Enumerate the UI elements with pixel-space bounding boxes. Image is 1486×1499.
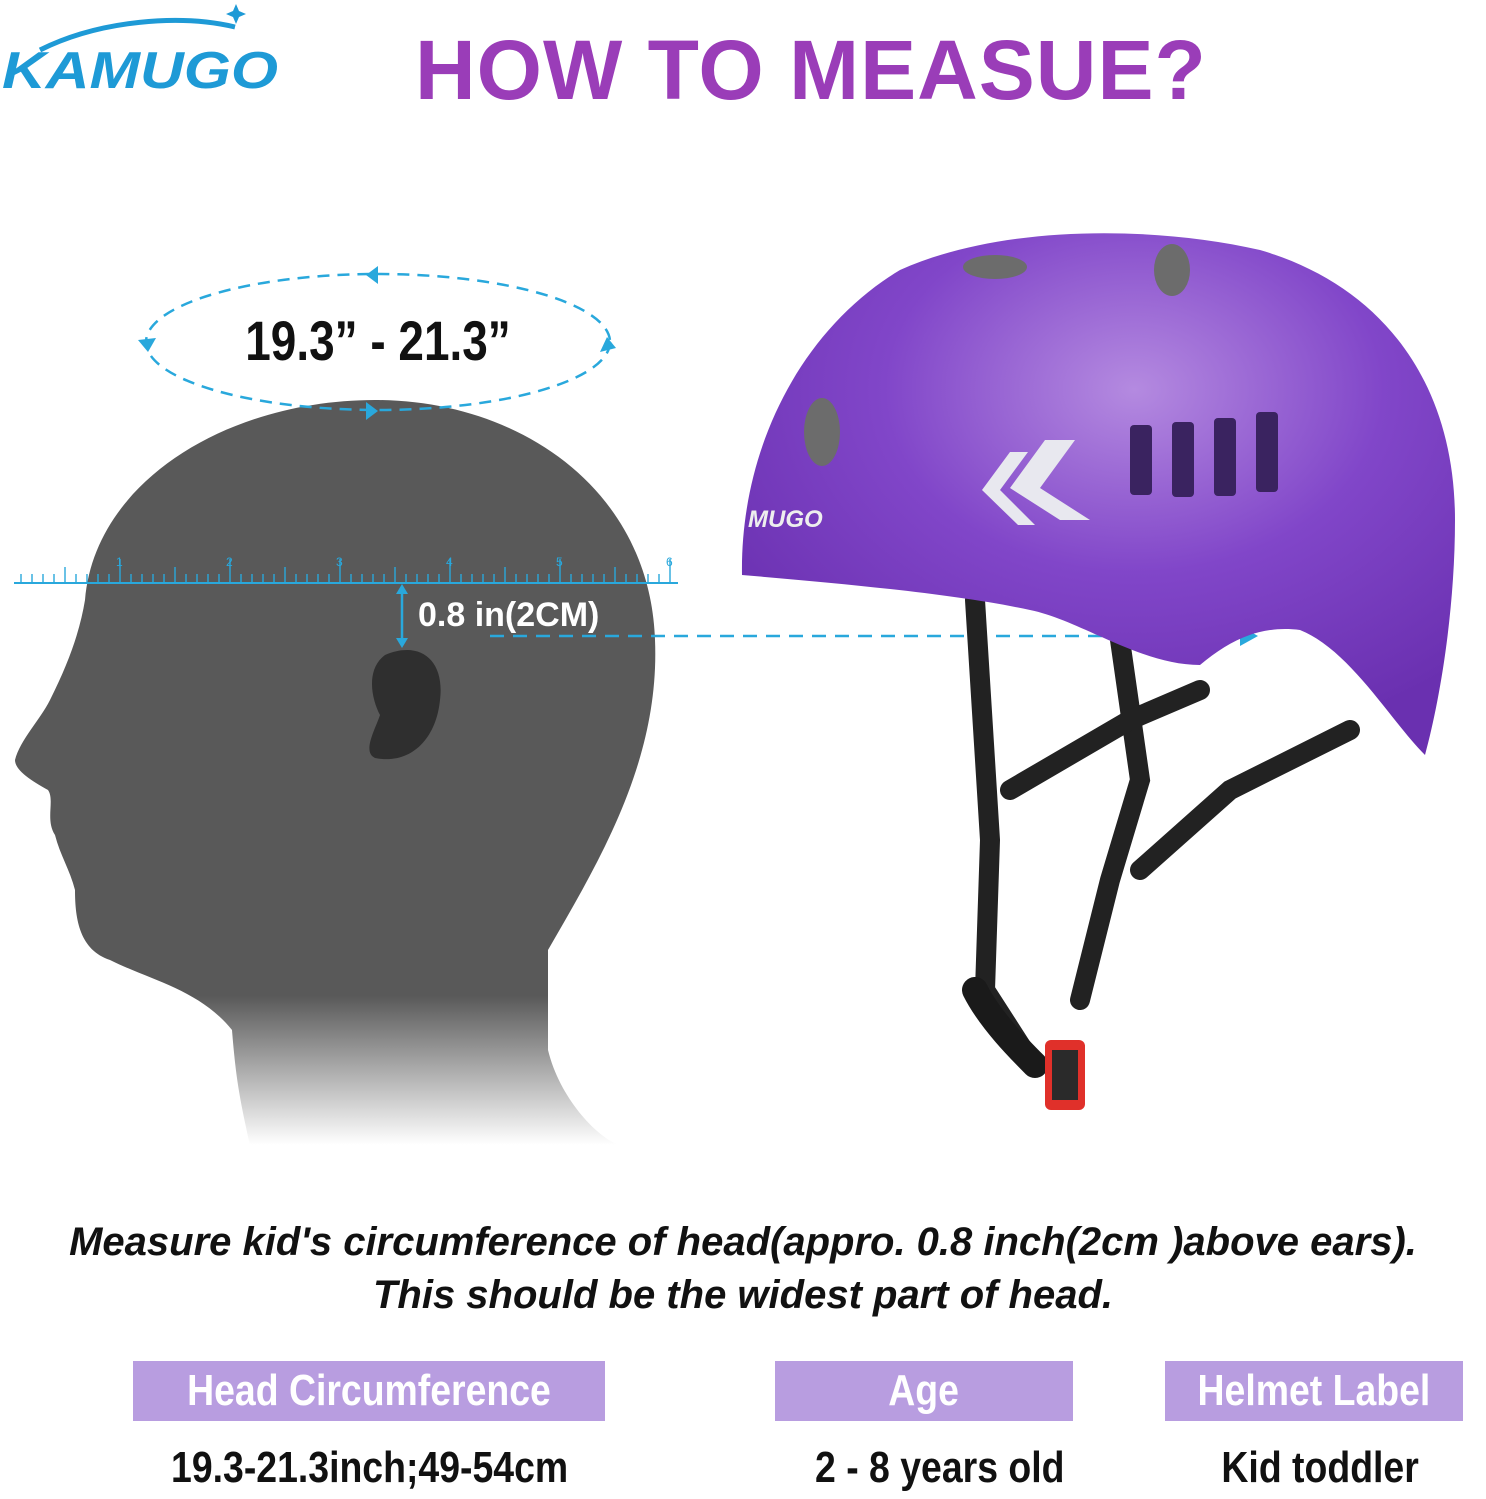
value-helmet-label: Kid toddler bbox=[1120, 1443, 1486, 1493]
header-label: Helmet Label bbox=[1197, 1366, 1431, 1415]
value-text: 19.3-21.3inch;49-54cm bbox=[171, 1443, 569, 1492]
value-text: Kid toddler bbox=[1221, 1443, 1419, 1492]
offset-label: 0.8 in(2CM) bbox=[418, 596, 600, 634]
instruction-line-2: This should be the widest part of head. bbox=[372, 1273, 1114, 1317]
header-helmet-label: Helmet Label bbox=[1165, 1361, 1463, 1421]
ruler-number: 1 bbox=[116, 555, 123, 569]
measurement-illustration: 1 2 3 4 5 6 MUGO KAMUGO bbox=[2, 4, 1455, 1145]
svg-text:KAMUGO: KAMUGO bbox=[2, 42, 278, 100]
header-label: Age bbox=[888, 1366, 960, 1415]
value-age: 2 - 8 years old bbox=[740, 1443, 1140, 1493]
kamugo-logo: KAMUGO bbox=[2, 4, 278, 100]
ruler-number: 3 bbox=[336, 555, 343, 569]
head-silhouette bbox=[15, 400, 656, 1145]
ruler-number: 5 bbox=[556, 555, 563, 569]
value-text: 2 - 8 years old bbox=[815, 1443, 1065, 1492]
arrow-icon bbox=[600, 337, 616, 352]
ruler: 1 2 3 4 5 6 bbox=[14, 555, 678, 584]
header-label: Head Circumference bbox=[187, 1366, 551, 1415]
chevron-logo-icon bbox=[982, 440, 1090, 525]
arrow-icon bbox=[366, 266, 378, 284]
helmet-shell bbox=[741, 233, 1455, 755]
page-title: HOW TO MEASUE? bbox=[415, 23, 1207, 117]
helmet-straps bbox=[965, 590, 1360, 1070]
helmet-vents bbox=[804, 244, 1278, 497]
ruler-number: 4 bbox=[446, 555, 453, 569]
arrow-icon bbox=[138, 338, 156, 352]
header-head-circumference: Head Circumference bbox=[133, 1361, 605, 1421]
header-age: Age bbox=[775, 1361, 1073, 1421]
value-head-circumference: 19.3-21.3inch;49-54cm bbox=[100, 1443, 640, 1493]
ruler-number: 2 bbox=[226, 555, 233, 569]
ruler-number: 6 bbox=[666, 555, 673, 569]
instruction-line-1: Measure kid's circumference of head(appr… bbox=[69, 1220, 1417, 1264]
ear bbox=[369, 650, 441, 760]
helmet-logo: MUGO bbox=[748, 506, 823, 533]
arrow-icon bbox=[396, 584, 408, 594]
circumference-label: 19.3” - 21.3” bbox=[245, 309, 511, 372]
arrow-icon bbox=[396, 638, 408, 648]
arrow-icon bbox=[366, 402, 378, 420]
